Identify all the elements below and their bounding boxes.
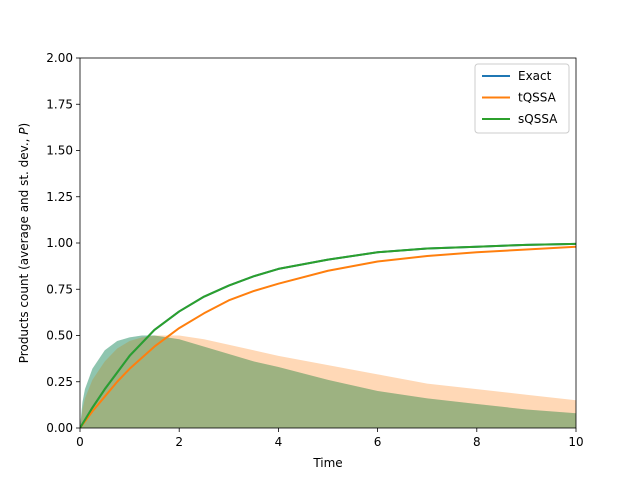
y-tick-label: 0.75 bbox=[46, 282, 73, 296]
x-tick-label: 8 bbox=[473, 435, 481, 449]
std-band-tqssa bbox=[80, 335, 576, 428]
y-tick-label: 1.75 bbox=[46, 97, 73, 111]
y-axis-label-prefix: Products count (average and st. dev., bbox=[17, 135, 31, 364]
x-tick-label: 2 bbox=[175, 435, 183, 449]
series-line-sqssa bbox=[80, 242, 576, 428]
std-band-sqssa bbox=[80, 335, 576, 428]
std-band-exact bbox=[80, 335, 576, 428]
y-tick-label: 0.50 bbox=[46, 329, 73, 343]
y-tick-label: 0.25 bbox=[46, 375, 73, 389]
y-axis-ticks: 0.00 0.25 0.50 0.75 1.00 1.25 1.50 1.75 2.00 bbox=[46, 51, 80, 435]
series-line-tqssa bbox=[80, 245, 576, 428]
x-tick-label: 4 bbox=[275, 435, 283, 449]
y-tick-label: 1.00 bbox=[46, 236, 73, 250]
legend-label-exact: Exact bbox=[518, 69, 552, 83]
y-tick-label: 0.00 bbox=[46, 421, 73, 435]
y-tick-label: 1.50 bbox=[46, 144, 73, 158]
y-tick-label: 2.00 bbox=[46, 51, 73, 65]
std-bands bbox=[80, 335, 576, 428]
x-axis-label: Time bbox=[312, 456, 342, 470]
legend-box bbox=[474, 63, 570, 134]
x-tick-label: 0 bbox=[76, 435, 84, 449]
x-tick-label: 10 bbox=[568, 435, 583, 449]
y-tick-label: 1.25 bbox=[46, 190, 73, 204]
legend: Exact tQSSA sQSSA bbox=[474, 63, 570, 134]
y-axis-label: Products count (average and st. dev., P) bbox=[17, 123, 31, 363]
x-axis-ticks: 0 2 4 6 8 10 bbox=[76, 428, 584, 449]
legend-label-sqssa: sQSSA bbox=[518, 112, 558, 126]
x-tick-label: 6 bbox=[374, 435, 382, 449]
series-lines bbox=[80, 242, 576, 428]
y-axis-label-suffix: ) bbox=[17, 123, 31, 128]
y-axis-label-variable: P bbox=[17, 127, 31, 135]
legend-label-tqssa: tQSSA bbox=[518, 91, 557, 105]
